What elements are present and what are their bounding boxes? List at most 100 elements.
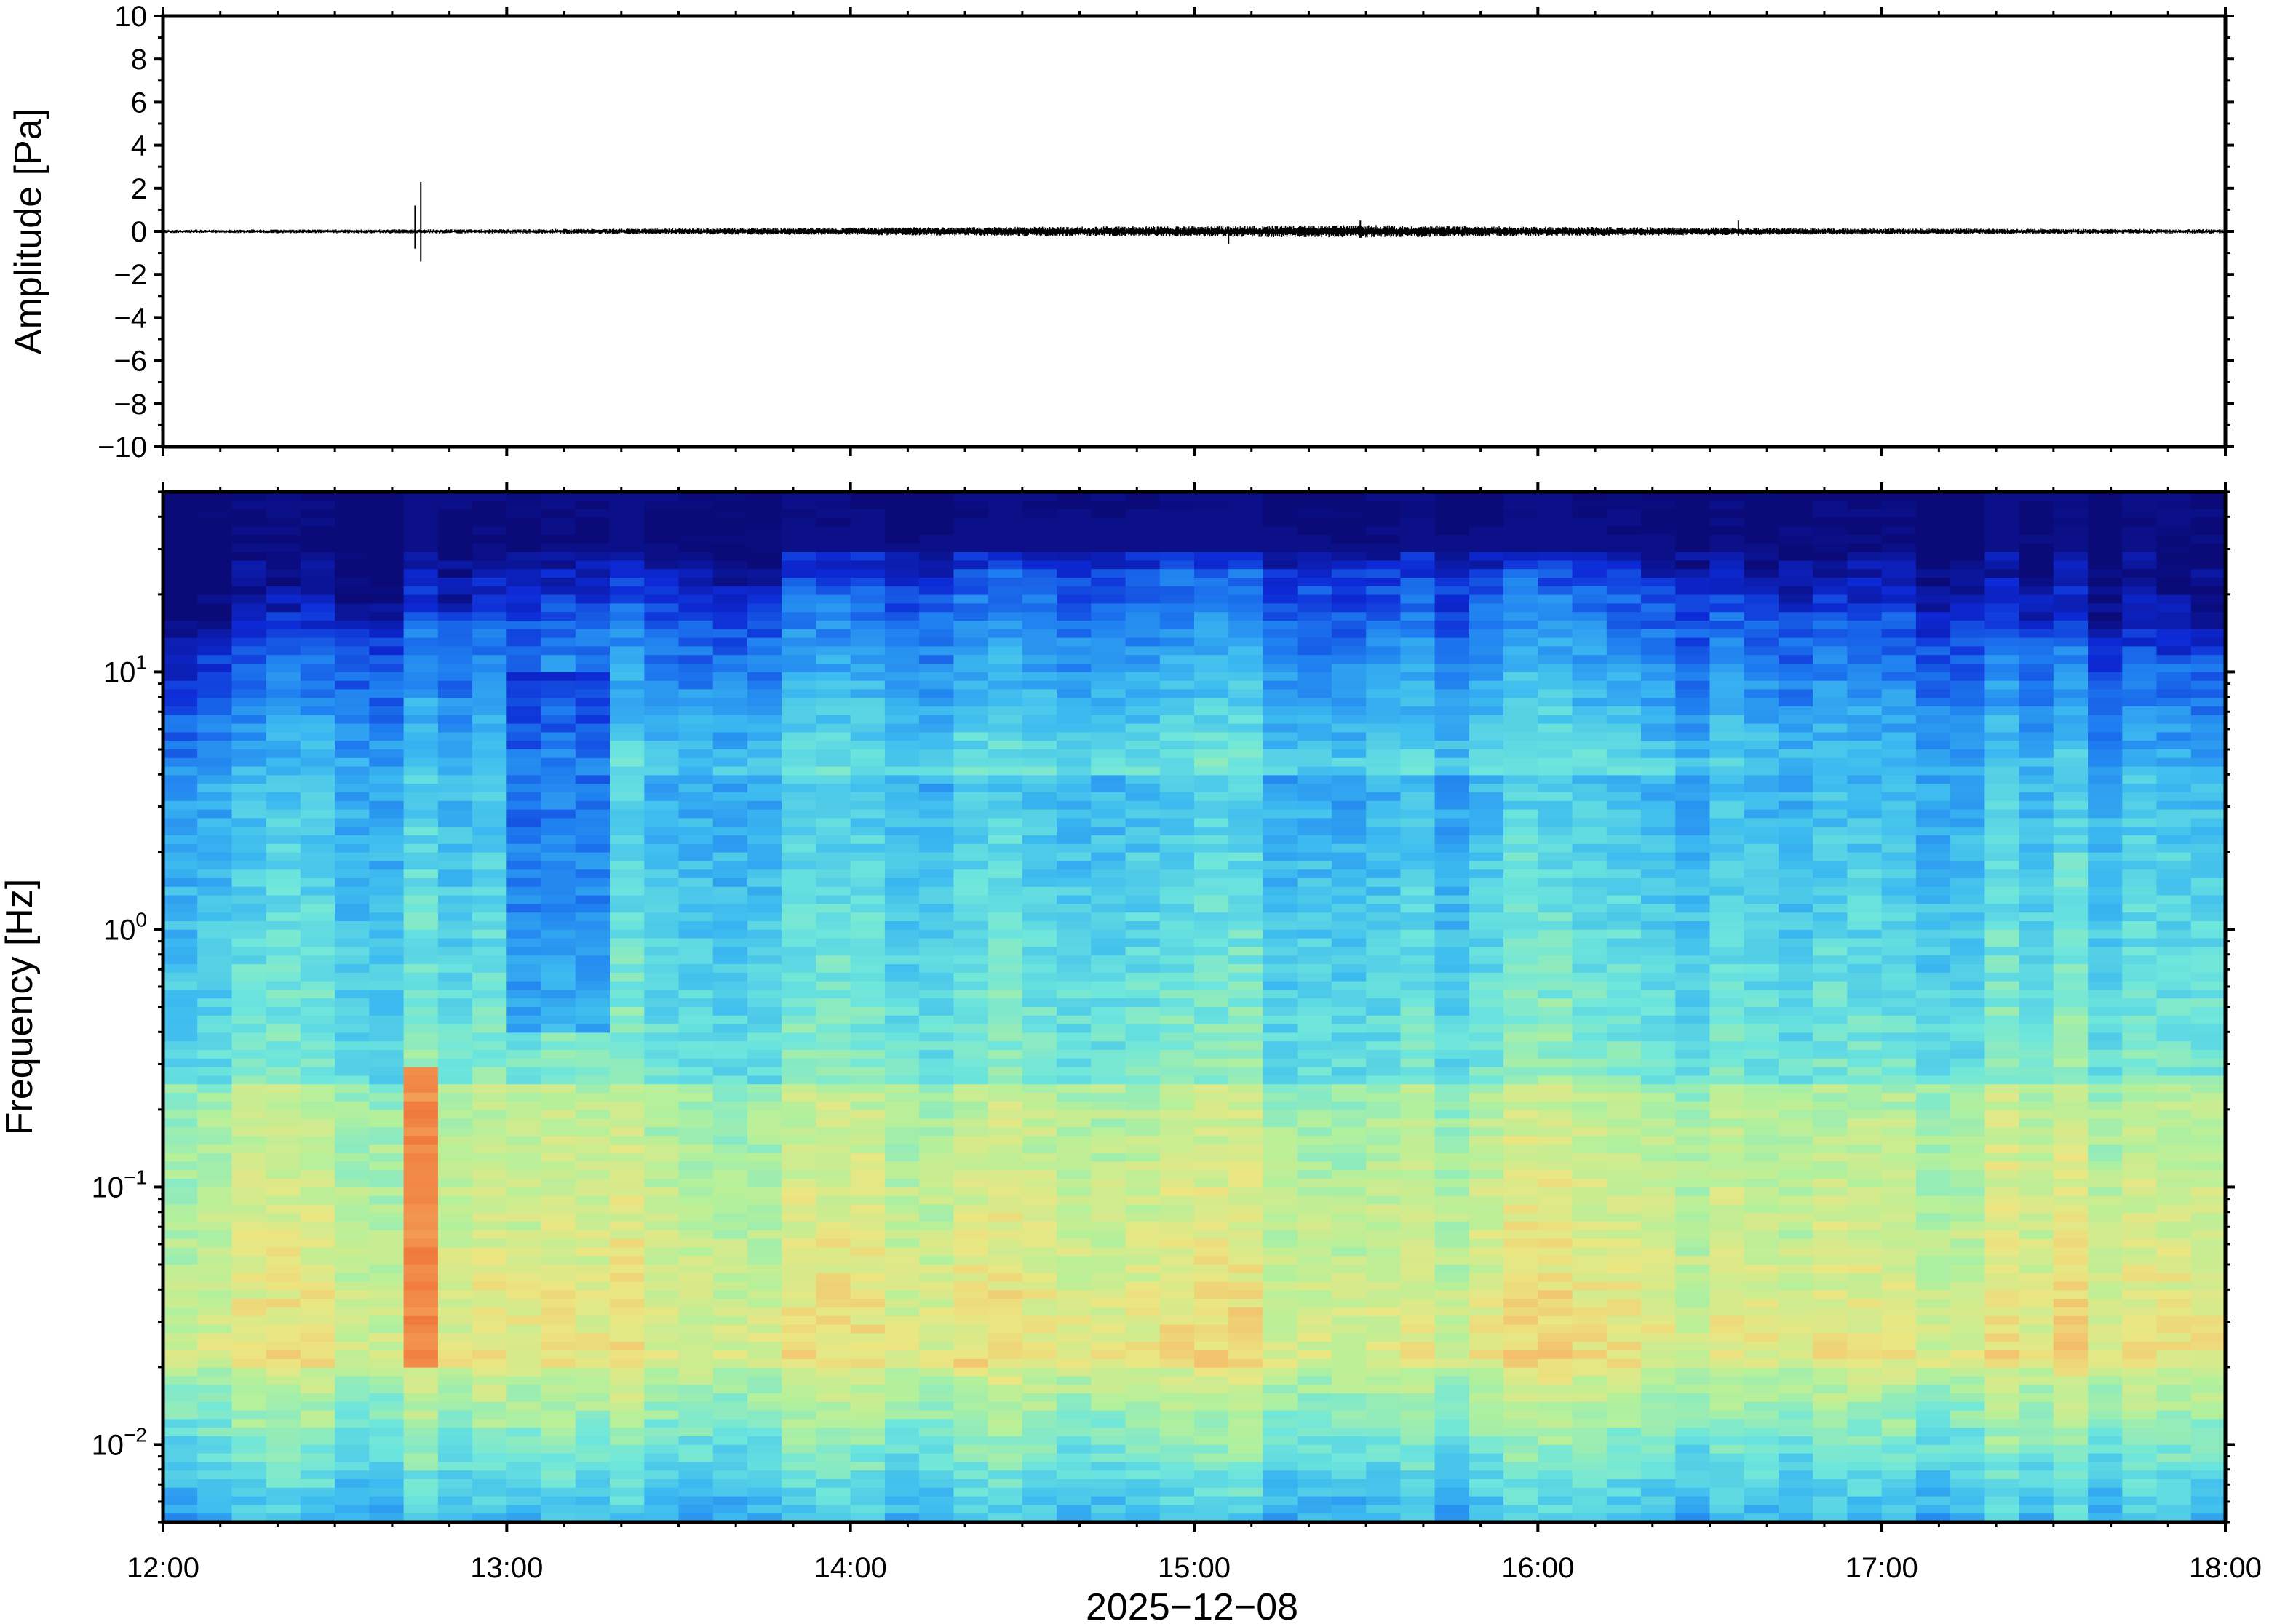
spectrogram-cell <box>644 526 680 536</box>
spectrogram-cell <box>678 766 714 776</box>
spectrogram-cell <box>1228 1032 1264 1042</box>
spectrogram-cell <box>1503 895 1539 905</box>
spectrogram-cell <box>1057 1230 1092 1240</box>
spectrogram-cell <box>1503 1470 1539 1480</box>
spectrogram-cell <box>472 1453 508 1463</box>
spectrogram-cell <box>678 955 714 965</box>
spectrogram-cell <box>610 972 645 982</box>
spectrogram-cell <box>1228 827 1264 836</box>
spectrogram-cell <box>1400 655 1436 664</box>
spectrogram-cell <box>575 1093 611 1102</box>
spectrogram-cell <box>506 1007 542 1016</box>
spectrogram-cell <box>437 1273 473 1283</box>
spectrogram-cell <box>403 1136 439 1145</box>
spectrogram-cell <box>541 1101 576 1111</box>
spectrogram-cell <box>1538 646 1573 656</box>
spectrogram-cell <box>575 800 611 811</box>
spectrogram-cell <box>1331 1222 1367 1231</box>
spectrogram-cell <box>1159 1479 1195 1489</box>
spectrogram-cell <box>575 1213 611 1222</box>
spectrogram-cell <box>1469 569 1504 578</box>
spectrogram-cell <box>644 1290 680 1299</box>
spectrogram-cell <box>1400 1315 1436 1326</box>
spectrogram-cell <box>1297 586 1332 596</box>
spectrogram-cell <box>1057 1324 1092 1334</box>
spectrogram-cell <box>506 1084 542 1094</box>
spectrogram-cell <box>988 981 1023 991</box>
spectrogram-cell <box>953 603 989 613</box>
spectrogram-cell <box>747 827 782 836</box>
spectrogram-cell <box>335 792 370 802</box>
spectrogram-cell <box>437 1007 473 1016</box>
spectrogram-cell <box>1091 1350 1126 1360</box>
spectrogram-cell <box>782 1419 817 1428</box>
spectrogram-cell <box>403 1315 439 1326</box>
spectrogram-cell <box>437 827 473 836</box>
spectrogram-cell <box>1022 1487 1057 1497</box>
spectrogram-cell <box>369 621 405 630</box>
spectrogram-cell <box>541 1204 576 1214</box>
spectrogram-cell <box>644 766 680 776</box>
spectrogram-cell <box>1228 1487 1264 1497</box>
spectrogram-cell <box>988 1179 1023 1188</box>
spectrogram-cell <box>1125 1187 1161 1197</box>
spectrogram-cell <box>747 1195 782 1206</box>
spectrogram-cell <box>1503 492 1539 501</box>
spectrogram-cell <box>1503 1247 1539 1257</box>
spectrogram-cell <box>644 569 680 578</box>
spectrogram-cell <box>1434 800 1470 811</box>
spectrogram-cell <box>1434 878 1470 888</box>
spectrogram-cell <box>919 1315 955 1326</box>
spectrogram-cell <box>747 766 782 776</box>
spectrogram-cell <box>575 732 611 741</box>
spectrogram-cell <box>1469 1024 1504 1034</box>
spectrogram-cell <box>884 1110 920 1120</box>
spectrogram-cell <box>1057 1436 1092 1446</box>
spectrogram-cell <box>541 1110 576 1120</box>
spectrogram-cell <box>197 1179 233 1188</box>
spectrogram-cell <box>1228 809 1264 819</box>
spectrogram-cell <box>1194 1101 1229 1111</box>
spectrogram-cell <box>335 637 370 648</box>
spectrogram-cell <box>541 1315 576 1326</box>
spectrogram-cell <box>231 929 267 939</box>
spectrogram-cell <box>1503 981 1539 991</box>
spectrogram-cell <box>919 1358 955 1369</box>
spectrogram-cell <box>1503 1222 1539 1231</box>
spectrogram-cell <box>747 929 782 939</box>
spectrogram-cell <box>884 706 920 716</box>
spectrogram-cell <box>541 1093 576 1102</box>
spectrogram-cell <box>1297 1444 1332 1454</box>
spectrogram-cell <box>1057 732 1092 741</box>
spectrogram-cell <box>1331 1393 1367 1403</box>
spectrogram-cell <box>884 1050 920 1059</box>
spectrogram-cell <box>782 1222 817 1231</box>
spectrogram-cell <box>1503 517 1539 527</box>
spectrogram-cell <box>1125 1265 1161 1274</box>
spectrogram-cell <box>1469 689 1504 698</box>
spectrogram-cell <box>1469 1299 1504 1308</box>
spectrogram-cell <box>1434 492 1470 501</box>
spectrogram-cell <box>678 878 714 888</box>
spectrogram-cell <box>988 655 1023 664</box>
spectrogram-cell <box>1228 1238 1264 1249</box>
spectrogram-cell <box>163 1410 198 1420</box>
spectrogram-cell <box>1022 1342 1057 1351</box>
spectrogram-cell <box>1503 904 1539 913</box>
spectrogram-cell <box>1469 998 1504 1008</box>
spectrogram-cell <box>1091 569 1126 578</box>
spectrogram-cell <box>506 1401 542 1412</box>
spectrogram-cell <box>1400 517 1436 527</box>
spectrogram-cell <box>782 947 817 956</box>
spectrogram-cell <box>747 655 782 664</box>
spectrogram-cell <box>403 998 439 1008</box>
spectrogram-cell <box>1057 1256 1092 1265</box>
spectrogram-cell <box>850 509 886 519</box>
spectrogram-cell <box>472 492 508 501</box>
spectrogram-cell <box>541 878 576 888</box>
spectrogram-cell <box>712 1453 748 1463</box>
spectrogram-cell <box>1194 947 1229 956</box>
spectrogram-cell <box>953 1032 989 1042</box>
spectrogram-cell <box>1538 500 1573 510</box>
spectrogram-cell <box>1228 886 1264 896</box>
